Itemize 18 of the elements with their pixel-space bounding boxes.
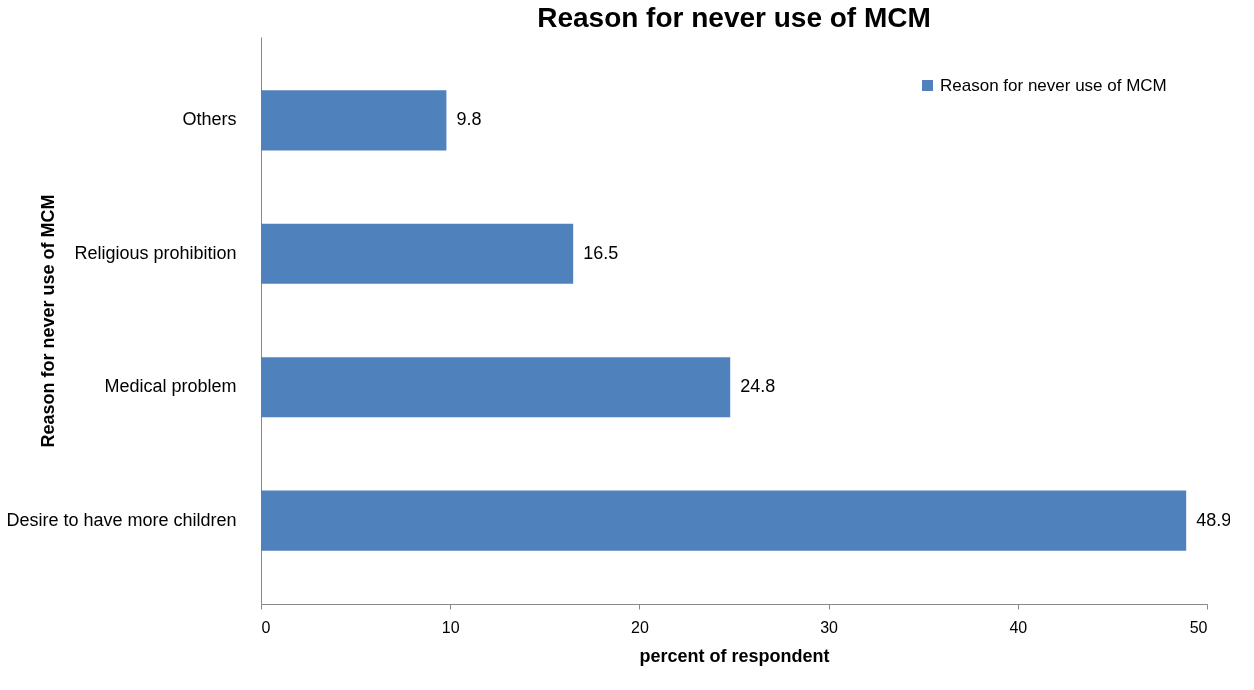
data-label: 9.8 bbox=[456, 109, 482, 130]
x-tick-label: 30 bbox=[820, 618, 839, 636]
y-tick-label: Medical problem bbox=[104, 376, 237, 397]
x-tick-label: 0 bbox=[261, 618, 271, 636]
x-tick-label: 20 bbox=[631, 618, 649, 636]
data-label: 48.9 bbox=[1196, 509, 1232, 530]
x-tick-label: 40 bbox=[1009, 618, 1028, 636]
x-tick-label: 10 bbox=[441, 618, 460, 636]
legend-label: Reason for never use of MCM bbox=[940, 75, 1167, 95]
y-axis-title: Reason for never use of MCM bbox=[37, 194, 58, 448]
data-label: 16.5 bbox=[583, 242, 619, 263]
x-axis-title: percent of respondent bbox=[639, 645, 830, 666]
y-tick-label: Others bbox=[182, 109, 237, 130]
y-tick-label: Desire to have more children bbox=[6, 509, 237, 530]
y-tick-label: Religious prohibition bbox=[74, 242, 237, 263]
data-label: 24.8 bbox=[740, 376, 776, 397]
chart-title: Reason for never use of MCM bbox=[537, 2, 931, 33]
x-tick-label: 50 bbox=[1189, 618, 1208, 636]
